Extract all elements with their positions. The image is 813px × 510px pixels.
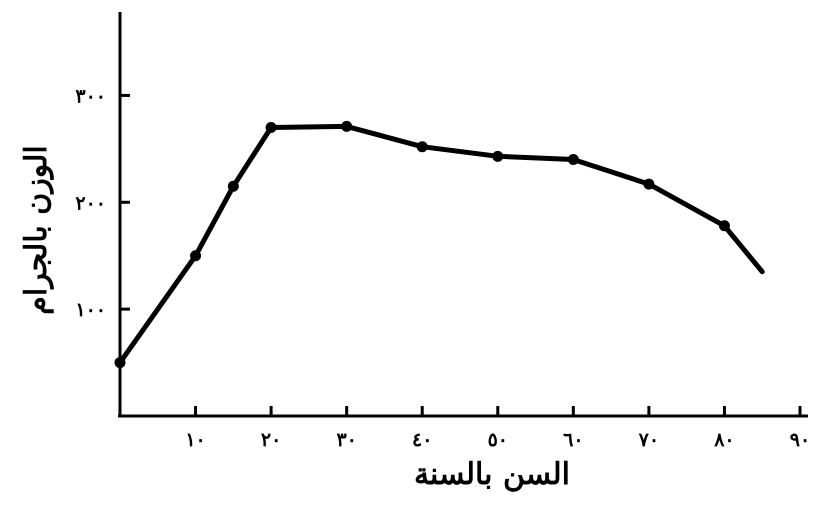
data-point — [114, 357, 126, 369]
series-line — [117, 123, 765, 366]
x-tick-label: ٧٠ — [638, 429, 659, 451]
data-point — [492, 150, 504, 162]
data-point — [265, 121, 277, 133]
data-point — [416, 141, 428, 153]
y-axis-ticks: ١٠٠ ٢٠٠ ٣٠٠ — [75, 85, 130, 321]
data-point — [718, 220, 730, 232]
y-tick-label: ٣٠٠ — [75, 85, 106, 107]
data-point — [190, 250, 202, 262]
x-tick-label: ٦٠ — [563, 429, 583, 451]
data-point — [567, 154, 579, 166]
y-tick-label: ٢٠٠ — [75, 192, 106, 214]
y-axis-title: الوزن بالجرام — [19, 145, 54, 314]
x-tick-label: ٣٠ — [336, 429, 356, 451]
data-point — [227, 180, 239, 192]
x-axis-title: السن بالسنة — [414, 457, 570, 492]
y-tick-label: ١٠٠ — [75, 299, 106, 321]
data-points — [114, 120, 730, 369]
x-tick-label: ٩٠ — [790, 429, 810, 451]
x-tick-label: ١٠ — [185, 429, 205, 451]
x-tick-label: ٤٠ — [412, 429, 432, 451]
data-point — [643, 178, 655, 190]
data-point — [341, 120, 353, 132]
x-tick-label: ٥٠ — [488, 429, 508, 451]
x-tick-label: ٢٠ — [261, 429, 281, 451]
x-axis-ticks: ١٠ ٢٠ ٣٠ ٤٠ ٥٠ ٦٠ ٧٠ ٨٠ ٩٠ — [185, 406, 810, 451]
x-tick-label: ٨٠ — [713, 429, 734, 451]
